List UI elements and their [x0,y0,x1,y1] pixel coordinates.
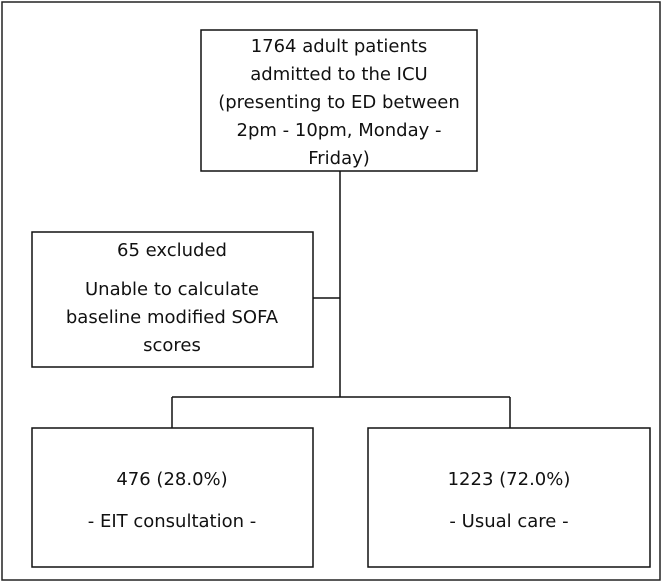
node-text: 2pm - 10pm, Monday - [237,120,442,141]
node-text: 65 excluded [117,240,227,261]
node-text: Friday) [308,148,370,169]
node-box [367,427,651,568]
node-text: 476 (28.0%) [116,469,227,490]
node-text: scores [143,335,201,356]
node-text: 1764 adult patients [251,36,428,57]
node-text: Unable to calculate [85,279,259,300]
node-box [31,231,314,368]
node-text: - EIT consultation - [88,511,257,532]
node-box [31,427,314,568]
node-text: 1223 (72.0%) [448,469,571,490]
node-text: admitted to the ICU [250,64,427,85]
node-text: - Usual care - [449,511,568,532]
node-text: (presenting to ED between [218,92,460,113]
node-text: baseline modified SOFA [66,307,279,328]
node-box [200,29,478,172]
